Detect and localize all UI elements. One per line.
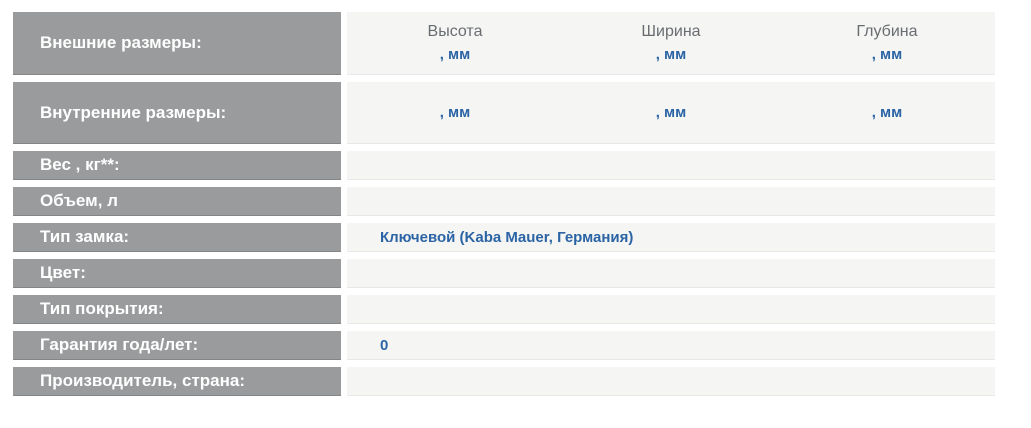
spec-row-color: Цвет: (13, 259, 995, 288)
dim-unit-depth: , мм (871, 104, 903, 121)
spec-row-warranty: Гарантия года/лет: 0 (13, 331, 995, 360)
dim-unit-height: , мм (439, 46, 471, 63)
spec-label-lock-type: Тип замка: (13, 223, 341, 252)
spec-value-text: Ключевой (Kaba Mauer, Германия) (380, 228, 634, 246)
spec-row-lock-type: Тип замка: Ключевой (Kaba Mauer, Германи… (13, 223, 995, 252)
spec-label-volume: Объем, л (13, 187, 341, 216)
dim-col-depth: , мм (779, 82, 995, 143)
dim-col-height: , мм (347, 82, 563, 143)
spec-value-text: 0 (380, 336, 389, 354)
dim-unit-width: , мм (655, 104, 687, 121)
spec-value-volume (347, 187, 995, 216)
spec-value-warranty: 0 (347, 331, 995, 360)
spec-value-manufacturer (347, 367, 995, 396)
spec-label-manufacturer: Производитель, страна: (13, 367, 341, 396)
spec-value-color (347, 259, 995, 288)
spec-row-internal-dimensions: Внутренние размеры: , мм , мм , мм (13, 82, 995, 144)
spec-label-warranty: Гарантия года/лет: (13, 331, 341, 360)
spec-value-internal-dimensions: , мм , мм , мм (347, 82, 995, 144)
dim-col-width: Ширина , мм (563, 12, 779, 74)
dim-header-width: Ширина (641, 23, 701, 40)
spec-value-weight (347, 151, 995, 180)
spec-value-coating-type (347, 295, 995, 324)
spec-label-color: Цвет: (13, 259, 341, 288)
spec-label-external-dimensions: Внешние размеры: (13, 12, 341, 75)
dim-unit-width: , мм (655, 46, 687, 63)
spec-row-manufacturer: Производитель, страна: (13, 367, 995, 396)
dim-col-height: Высота , мм (347, 12, 563, 74)
dim-col-depth: Глубина , мм (779, 12, 995, 74)
spec-value-external-dimensions: Высота , мм Ширина , мм Глубина , мм (347, 12, 995, 75)
spec-row-weight: Вес , кг**: (13, 151, 995, 180)
spec-value-lock-type: Ключевой (Kaba Mauer, Германия) (347, 223, 995, 252)
spec-label-internal-dimensions: Внутренние размеры: (13, 82, 341, 144)
dim-unit-height: , мм (439, 104, 471, 121)
spec-label-coating-type: Тип покрытия: (13, 295, 341, 324)
dim-unit-depth: , мм (871, 46, 903, 63)
spec-row-volume: Объем, л (13, 187, 995, 216)
spec-label-weight: Вес , кг**: (13, 151, 341, 180)
spec-table: Внешние размеры: Высота , мм Ширина , мм… (13, 12, 995, 403)
dim-col-width: , мм (563, 82, 779, 143)
spec-row-external-dimensions: Внешние размеры: Высота , мм Ширина , мм… (13, 12, 995, 75)
spec-row-coating-type: Тип покрытия: (13, 295, 995, 324)
dim-header-depth: Глубина (856, 23, 918, 40)
dim-header-height: Высота (427, 23, 483, 40)
